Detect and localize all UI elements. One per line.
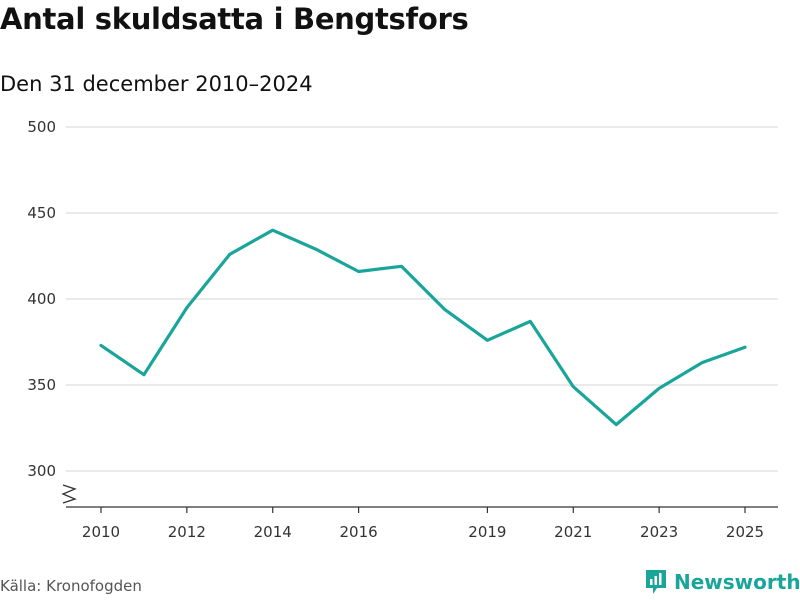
x-tick-label: 2012	[168, 523, 206, 541]
x-tick-label: 2014	[254, 523, 292, 541]
y-tick-label: 500	[27, 118, 56, 136]
axis-break-icon	[61, 484, 77, 504]
y-tick-label: 300	[27, 462, 56, 480]
y-axis-labels: 300 350 400 450 500	[27, 118, 56, 480]
x-tick-label: 2023	[640, 523, 678, 541]
x-axis-labels: 2010 2012 2014 2016 2019 2021 2023 2025	[82, 523, 764, 541]
series-line	[99, 228, 747, 427]
x-tick-label: 2016	[340, 523, 378, 541]
brand-logo[interactable]: Newsworthy	[644, 568, 800, 596]
x-tick-label: 2019	[468, 523, 506, 541]
newsworthy-logo-icon	[646, 570, 666, 594]
x-axis	[61, 484, 778, 513]
source-note: Källa: Kronofogden	[0, 577, 142, 595]
brand-name: Newsworthy	[674, 570, 800, 594]
gridlines	[66, 126, 778, 472]
chart-subtitle: Den 31 december 2010–2024	[0, 72, 313, 96]
y-tick-label: 450	[27, 204, 56, 222]
chart-title: Antal skuldsatta i Bengtsfors	[0, 2, 469, 36]
y-tick-label: 350	[27, 376, 56, 394]
series-lines	[99, 228, 747, 427]
x-tick-label: 2021	[554, 523, 592, 541]
x-tick-label: 2025	[726, 523, 764, 541]
y-tick-label: 400	[27, 290, 56, 308]
x-tick-label: 2010	[82, 523, 120, 541]
